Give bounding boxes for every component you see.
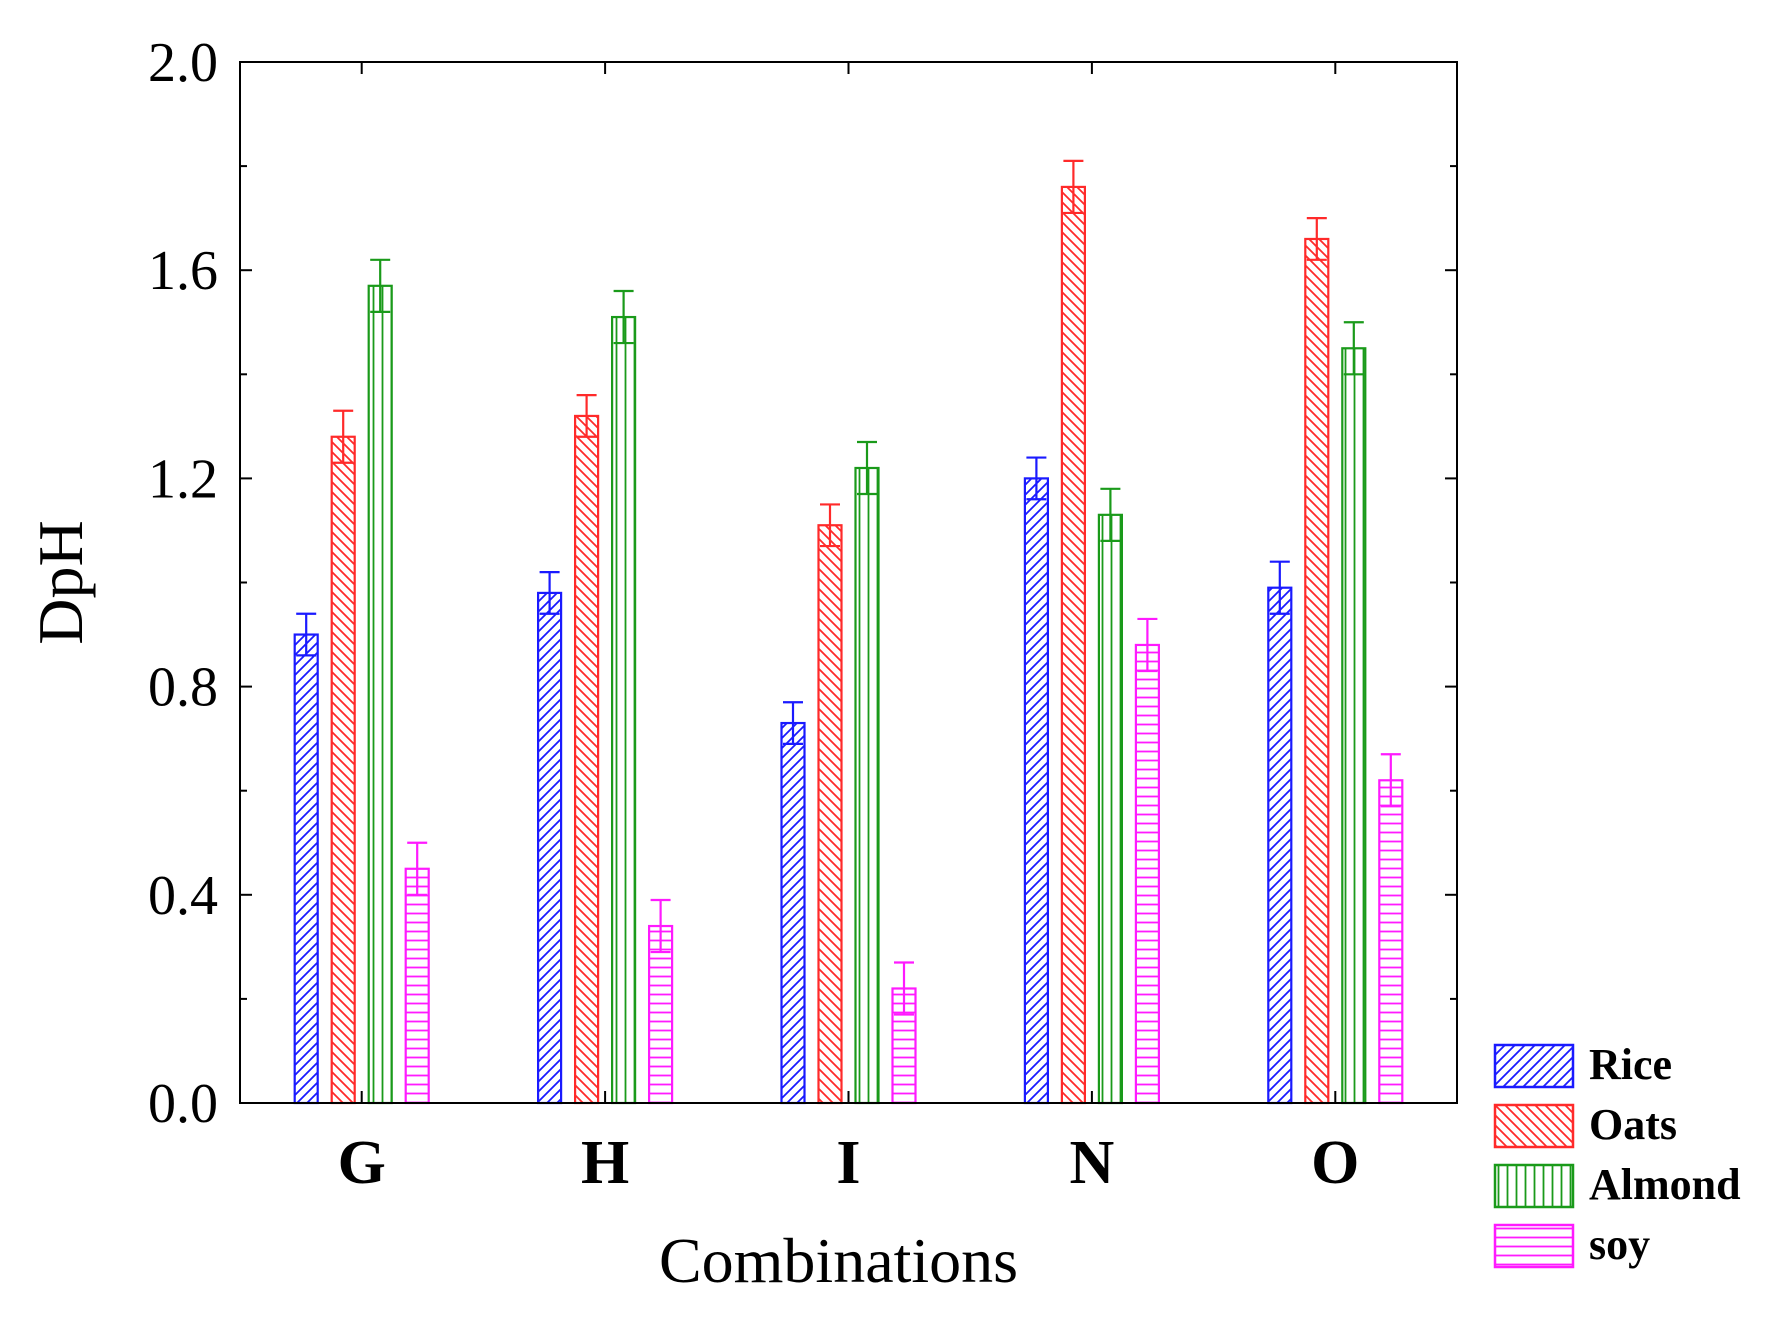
bar-rice-h bbox=[536, 591, 563, 1105]
bar-almond-h bbox=[610, 315, 637, 1105]
error-bar-oats-i bbox=[820, 503, 840, 548]
legend-swatch-oats bbox=[1493, 1103, 1575, 1149]
error-bar-almond-i bbox=[857, 440, 877, 496]
y-tick-label: 0.0 bbox=[148, 1073, 218, 1135]
legend-swatch-rice bbox=[1493, 1043, 1575, 1089]
error-bar-soy-n bbox=[1137, 617, 1158, 673]
legend-swatch-almond bbox=[1493, 1163, 1575, 1209]
x-tick-label: H bbox=[581, 1129, 629, 1197]
bar-oats-n bbox=[1060, 185, 1087, 1105]
legend-label-almond: Almond bbox=[1589, 1160, 1741, 1209]
error-bar-almond-g bbox=[370, 258, 391, 313]
x-tick-label: I bbox=[836, 1129, 860, 1197]
bar-oats-h bbox=[573, 414, 600, 1105]
bar-almond-o bbox=[1341, 347, 1367, 1105]
legend-label-rice: Rice bbox=[1589, 1040, 1672, 1089]
bar-oats-o bbox=[1304, 237, 1330, 1105]
legend-label-oats: Oats bbox=[1589, 1100, 1677, 1149]
error-bar-rice-i bbox=[783, 701, 803, 745]
error-bar-almond-h bbox=[613, 289, 634, 345]
y-tick-label: 1.6 bbox=[148, 240, 218, 302]
error-bar-rice-g bbox=[296, 612, 317, 657]
error-bar-oats-h bbox=[576, 394, 597, 438]
error-bar-rice-h bbox=[539, 570, 560, 615]
error-bar-soy-h bbox=[650, 898, 671, 954]
x-tick-label: G bbox=[338, 1129, 386, 1197]
error-bar-soy-o bbox=[1380, 753, 1401, 808]
legend-swatch-soy bbox=[1493, 1223, 1575, 1269]
error-bar-rice-n bbox=[1026, 456, 1047, 501]
error-bar-oats-o bbox=[1306, 217, 1327, 261]
y-tick-label: 2.0 bbox=[148, 32, 218, 94]
x-tick-label: O bbox=[1311, 1129, 1359, 1197]
bar-almond-g bbox=[367, 284, 393, 1105]
y-axis-title: DpH bbox=[25, 520, 96, 644]
legend: Rice Oats Almond soy bbox=[1493, 1040, 1741, 1269]
y-axis: 0.0 0.4 0.8 1.2 1.6 2.0 bbox=[148, 32, 1457, 1135]
error-bar-almond-n bbox=[1100, 487, 1121, 542]
error-bar-soy-g bbox=[407, 841, 428, 896]
bar-rice-o bbox=[1267, 586, 1293, 1105]
y-tick-label: 0.8 bbox=[148, 657, 218, 719]
bar-soy-g bbox=[404, 867, 430, 1105]
bar-soy-o bbox=[1378, 779, 1404, 1105]
bar-rice-g bbox=[293, 633, 319, 1105]
error-bar-oats-n bbox=[1063, 159, 1084, 215]
x-axis-title: Combinations bbox=[659, 1225, 1018, 1296]
bar-rice-n bbox=[1023, 477, 1050, 1105]
error-bar-rice-o bbox=[1269, 560, 1290, 615]
bar-soy-n bbox=[1134, 643, 1161, 1105]
error-bar-almond-o bbox=[1343, 321, 1364, 376]
bar-almond-i bbox=[854, 466, 880, 1105]
y-tick-label: 0.4 bbox=[148, 865, 218, 927]
legend-label-soy: soy bbox=[1589, 1220, 1650, 1269]
bar-oats-i bbox=[817, 524, 843, 1105]
error-bar-soy-i bbox=[894, 961, 914, 1016]
error-bar-oats-g bbox=[333, 409, 354, 464]
x-tick-label: N bbox=[1070, 1129, 1115, 1197]
bar-oats-g bbox=[330, 435, 356, 1105]
y-tick-label: 1.2 bbox=[148, 448, 218, 510]
bars-layer bbox=[293, 159, 1404, 1105]
bar-rice-i bbox=[780, 721, 806, 1105]
bar-almond-n bbox=[1097, 513, 1124, 1105]
